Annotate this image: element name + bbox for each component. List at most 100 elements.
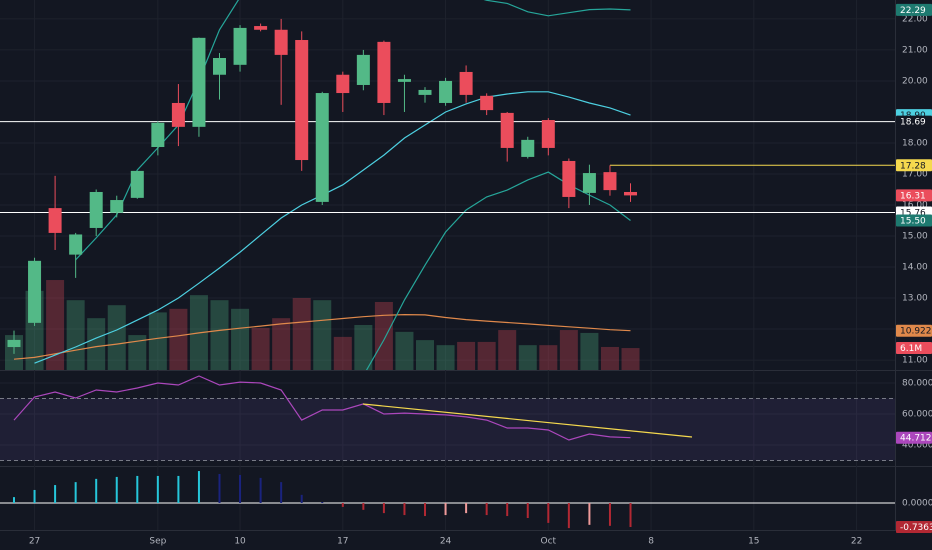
histogram-bar <box>280 482 283 503</box>
price-marker-label: 22.29 <box>900 6 926 16</box>
histogram-bar <box>74 482 77 503</box>
histogram-bar <box>526 503 529 518</box>
volume-bar <box>313 300 332 370</box>
volume-bar <box>210 300 229 370</box>
histogram-bar <box>12 497 15 503</box>
price-marker-label: 15.76 <box>900 208 926 218</box>
candle-body <box>28 260 42 323</box>
price-marker <box>896 214 932 227</box>
candle-body <box>89 191 103 228</box>
histogram-bar <box>197 471 200 503</box>
volume-bar <box>436 345 455 370</box>
y-tick-label: 11.00 <box>902 356 928 366</box>
price-marker-label: 44.7125 <box>900 434 932 444</box>
histogram-bar <box>33 489 36 503</box>
y-tick-label: 40.0000 <box>902 441 932 451</box>
candle-body <box>7 339 21 348</box>
candle-body <box>48 208 62 233</box>
x-tick-label: Oct <box>541 537 557 547</box>
volume-bar <box>621 348 640 370</box>
candle-body <box>418 89 432 95</box>
price-marker <box>896 189 932 202</box>
candle-body <box>192 37 206 127</box>
candle-body <box>151 122 165 148</box>
histogram-bar <box>506 503 509 517</box>
histogram-bar <box>424 503 427 517</box>
volume-bar <box>354 325 373 370</box>
y-tick-label: 13.00 <box>902 294 928 304</box>
price-marker-label: 18.69 <box>900 118 926 128</box>
histogram-bar <box>54 485 57 503</box>
price-marker-label: -0.7363 <box>900 523 932 533</box>
volume-bar <box>580 332 599 370</box>
candle-body <box>254 26 268 30</box>
x-tick-label: 27 <box>29 537 40 547</box>
trend-line <box>362 403 693 438</box>
candle-body <box>295 40 309 161</box>
band-line <box>34 91 631 364</box>
y-tick-label: 22.00 <box>902 14 928 24</box>
axis-markers: 22.2918.9018.6917.2816.3115.7615.5010.92… <box>896 3 932 534</box>
histogram-bar <box>341 503 344 507</box>
volume-ma <box>13 313 631 360</box>
candle-body <box>315 93 329 202</box>
candle-body <box>624 191 638 196</box>
volume-bar <box>169 308 188 370</box>
volume-bar <box>518 345 537 370</box>
candle-body <box>233 27 247 65</box>
volume-bar <box>66 300 85 370</box>
candle-body <box>439 80 453 103</box>
y-tick-label: 16.00 <box>902 201 928 211</box>
candle-body <box>582 173 596 193</box>
y-tick-label: 18.00 <box>902 138 928 148</box>
price-marker-label: 17.28 <box>900 161 926 171</box>
price-marker-label: 15.50 <box>900 217 926 227</box>
histogram-bar <box>300 494 303 503</box>
price-marker-label: 6.1M <box>900 344 922 354</box>
candle-body <box>274 29 288 55</box>
volume-bar <box>457 341 476 370</box>
candle-body <box>110 200 124 213</box>
volume-bar <box>148 312 167 370</box>
volume-bar <box>46 280 65 370</box>
candle-body <box>459 71 473 95</box>
histogram-bar <box>95 478 98 503</box>
volume-bar <box>559 330 578 370</box>
candle-body <box>171 102 185 127</box>
volume-bar <box>477 341 496 370</box>
x-tick-label: 10 <box>234 537 246 547</box>
histogram-bar <box>403 503 406 516</box>
price-marker <box>896 431 932 444</box>
histogram-bar <box>136 475 139 503</box>
histogram-bar <box>444 503 447 516</box>
candle-body <box>397 79 411 82</box>
rsi-line <box>13 375 631 441</box>
y-tick-label: 80.0000 <box>902 379 932 389</box>
volume-bar <box>87 318 106 370</box>
rsi-band <box>0 398 895 461</box>
volume-bar <box>416 340 435 370</box>
candle-body <box>69 234 83 255</box>
band-line <box>365 171 631 370</box>
histogram-bar <box>588 503 591 525</box>
candle-body <box>356 54 370 85</box>
price-marker <box>896 521 932 534</box>
histogram-bar <box>156 475 159 503</box>
volume-bar <box>107 305 126 370</box>
histogram-bar <box>547 503 550 523</box>
x-tick-label: 15 <box>748 537 759 547</box>
histogram-bar <box>382 503 385 514</box>
candle-body <box>562 160 576 197</box>
price-pane <box>0 0 895 370</box>
histogram-bar <box>465 503 468 514</box>
y-tick-label: 0.0000 <box>902 499 932 509</box>
volume-bar <box>128 335 147 370</box>
candle-body <box>480 95 494 111</box>
x-tick-label: Sep <box>149 537 166 547</box>
histogram-bar <box>567 503 570 529</box>
histogram-bar <box>259 477 262 503</box>
candle-body <box>130 170 144 198</box>
y-tick-label: 20.00 <box>902 76 928 86</box>
price-marker <box>896 115 932 128</box>
x-tick-label: 8 <box>648 537 654 547</box>
